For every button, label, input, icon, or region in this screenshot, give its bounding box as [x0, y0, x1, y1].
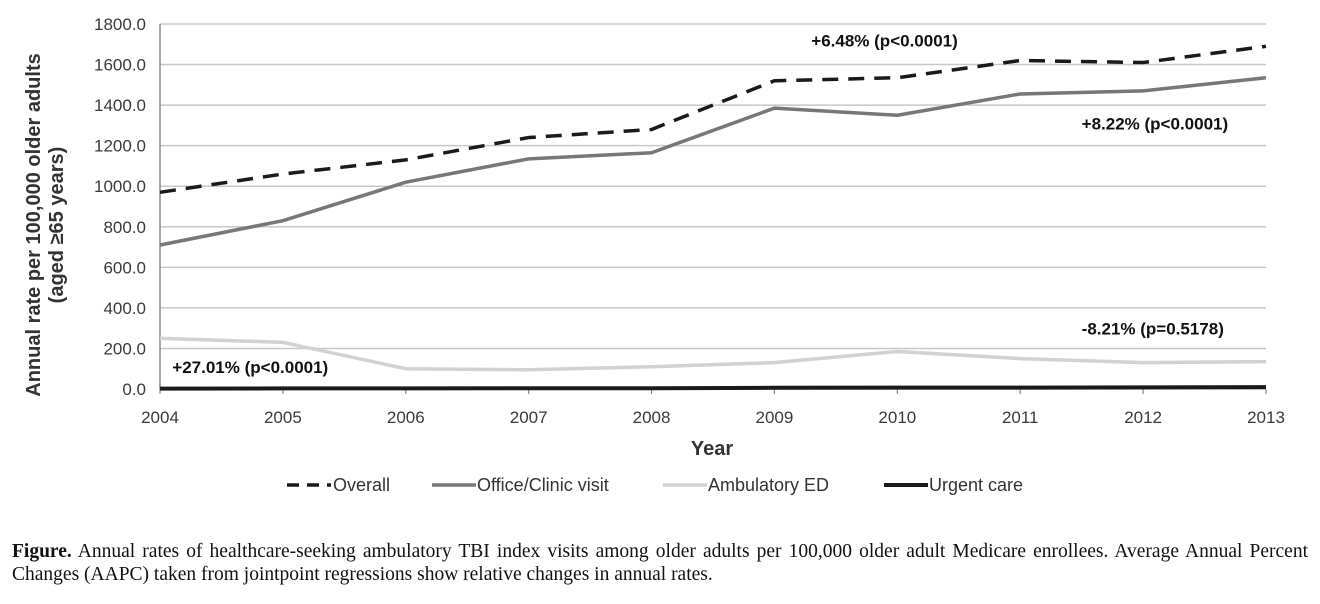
y-tick-label: 1600.0 [94, 56, 146, 75]
x-tick-label: 2009 [756, 408, 794, 427]
x-tick-label: 2005 [264, 408, 302, 427]
y-tick-label: 800.0 [103, 218, 146, 237]
series-line-urgent-care [159, 385, 1267, 391]
x-axis-ticks: 2004 2005 2006 2007 2008 2009 2010 2011 2012 2013 [141, 389, 1285, 427]
y-tick-label: 0.0 [122, 380, 146, 399]
legend-label: Overall [333, 475, 390, 495]
x-tick-label: 2013 [1247, 408, 1285, 427]
series-line-ambulatory-ed [159, 336, 1267, 372]
x-axis-title: Year [691, 438, 733, 460]
y-tick-label: 200.0 [103, 339, 146, 358]
y-tick-label: 1400.0 [94, 96, 146, 115]
y-axis-ticks: 0.0 200.0 400.0 600.0 800.0 1000.0 1200.0 1400.… [94, 15, 146, 399]
gridlines [159, 23, 1266, 390]
y-axis-title-line2: (aged ≥65 years) [46, 147, 68, 304]
x-tick-label: 2006 [387, 408, 425, 427]
x-tick-label: 2008 [633, 408, 671, 427]
y-tick-label: 400.0 [103, 299, 146, 318]
annotation-label: -8.21% (p=0.5178) [1082, 319, 1224, 338]
series-lines [159, 44, 1267, 391]
annotations: +6.48% (p<0.0001) +8.22% (p<0.0001) -8.21%… [172, 31, 1228, 376]
annotation-label: +8.22% (p<0.0001) [1082, 114, 1228, 133]
x-tick-label: 2010 [878, 408, 916, 427]
legend-label: Ambulatory ED [708, 475, 829, 495]
y-axis-title: Annual rate per 100,000 older adults (ag… [23, 53, 68, 396]
figure-caption: Figure. Annual rates of healthcare-seeki… [12, 540, 1308, 586]
annotation-label: +27.01% (p<0.0001) [172, 358, 328, 377]
x-tick-label: 2011 [1002, 408, 1039, 427]
annotation-label: +6.48% (p<0.0001) [811, 31, 957, 50]
legend-label: Office/Clinic visit [477, 475, 609, 495]
caption-text: Annual rates of healthcare-seeking ambul… [12, 541, 1308, 585]
x-tick-label: 2012 [1124, 408, 1162, 427]
y-tick-label: 1200.0 [94, 137, 146, 156]
caption-label: Figure. [12, 541, 72, 562]
y-axis-title-line1: Annual rate per 100,000 older adults [23, 53, 45, 396]
x-tick-label: 2007 [510, 408, 548, 427]
y-tick-label: 1000.0 [94, 177, 146, 196]
y-tick-label: 600.0 [103, 258, 146, 277]
y-tick-label: 1800.0 [94, 15, 146, 34]
x-tick-label: 2004 [141, 408, 179, 427]
legend-label: Urgent care [929, 475, 1023, 495]
line-chart: 0.0 200.0 400.0 600.0 800.0 1000.0 1200.0 1400.… [23, 15, 1285, 495]
series-line-overall [159, 44, 1267, 195]
series-line-office-clinic-visit [159, 75, 1267, 247]
legend: Overall Office/Clinic visit Ambulatory ED U… [287, 475, 1023, 495]
